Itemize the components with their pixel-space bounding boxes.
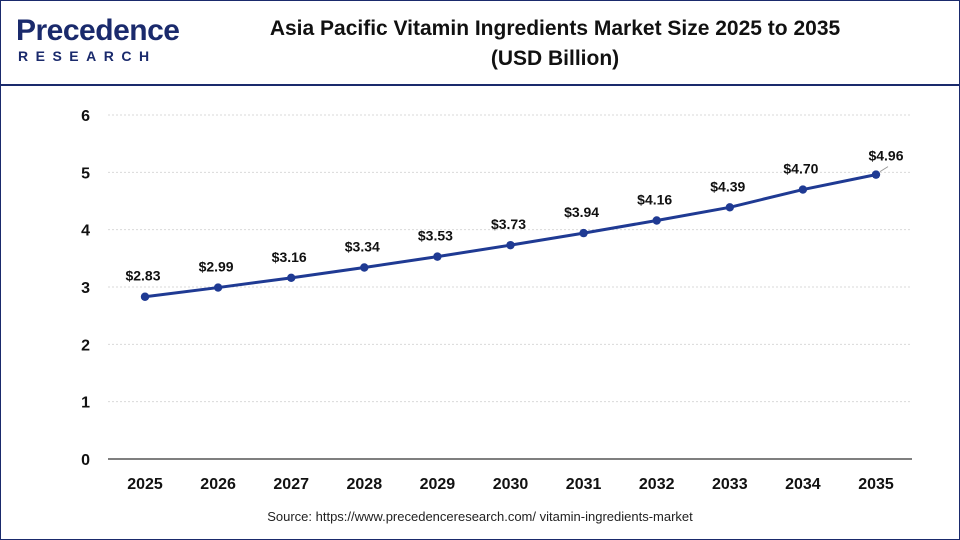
data-label: $3.73	[491, 216, 526, 232]
data-point	[725, 203, 734, 212]
data-point	[798, 185, 808, 194]
data-point	[579, 228, 588, 238]
x-tick-label: 2035	[858, 476, 894, 493]
data-label: $4.16	[637, 191, 672, 207]
data-label: $2.83	[125, 268, 160, 284]
precedence-research-logo: Precedence RESEARCH	[16, 10, 180, 70]
y-tick-label: 0	[81, 452, 90, 469]
y-tick-label: 6	[81, 108, 90, 125]
y-tick-label: 2	[81, 337, 90, 354]
x-tick-label: 2028	[347, 476, 383, 493]
line-chart: 0 1 2 3 4 5 6 2025 2026 2027 2028 2029 2030 2031 2032 2…	[81, 108, 912, 493]
x-tick-label: 2032	[639, 476, 675, 493]
data-point	[213, 283, 223, 292]
data-point	[360, 263, 369, 272]
data-label: $2.99	[199, 259, 234, 275]
data-label: $3.94	[564, 204, 599, 220]
data-label: $3.53	[418, 228, 453, 244]
x-tick-label: 2029	[420, 476, 456, 493]
logo-main-text: Precedence	[16, 14, 180, 47]
x-tick-label: 2031	[566, 476, 602, 493]
y-tick-label: 5	[81, 165, 90, 182]
source-text: Source: https://www.precedenceresearch.c…	[267, 509, 693, 524]
data-point	[140, 292, 150, 301]
header: Precedence RESEARCH Asia Pacific Vitamin…	[0, 0, 960, 86]
data-label-leader	[879, 166, 889, 173]
logo-sub-text: RESEARCH	[18, 48, 157, 64]
x-tick-label: 2027	[273, 476, 309, 493]
x-tick-label: 2030	[493, 476, 529, 493]
data-point	[652, 216, 661, 225]
data-label: $4.39	[710, 178, 745, 194]
chart-title: Asia Pacific Vitamin Ingredients Market …	[269, 17, 841, 40]
data-label: $4.70	[783, 161, 818, 177]
y-tick-label: 3	[81, 280, 90, 297]
chart-subtitle: (USD Billion)	[490, 47, 620, 70]
y-tick-label: 4	[81, 223, 90, 240]
data-point	[433, 252, 442, 261]
series-line	[144, 173, 877, 299]
data-label: $4.96	[868, 148, 903, 164]
chart-title-block: Asia Pacific Vitamin Ingredients Market …	[190, 14, 920, 74]
data-point	[287, 273, 296, 283]
x-tick-label: 2026	[200, 476, 236, 493]
data-point	[871, 170, 881, 179]
x-tick-label: 2033	[712, 476, 748, 493]
data-label: $3.34	[345, 239, 380, 255]
data-point	[506, 240, 515, 250]
y-tick-label: 1	[81, 395, 90, 412]
x-tick-label: 2025	[127, 476, 163, 493]
data-label: $3.16	[272, 249, 307, 265]
x-tick-label: 2034	[785, 476, 821, 493]
